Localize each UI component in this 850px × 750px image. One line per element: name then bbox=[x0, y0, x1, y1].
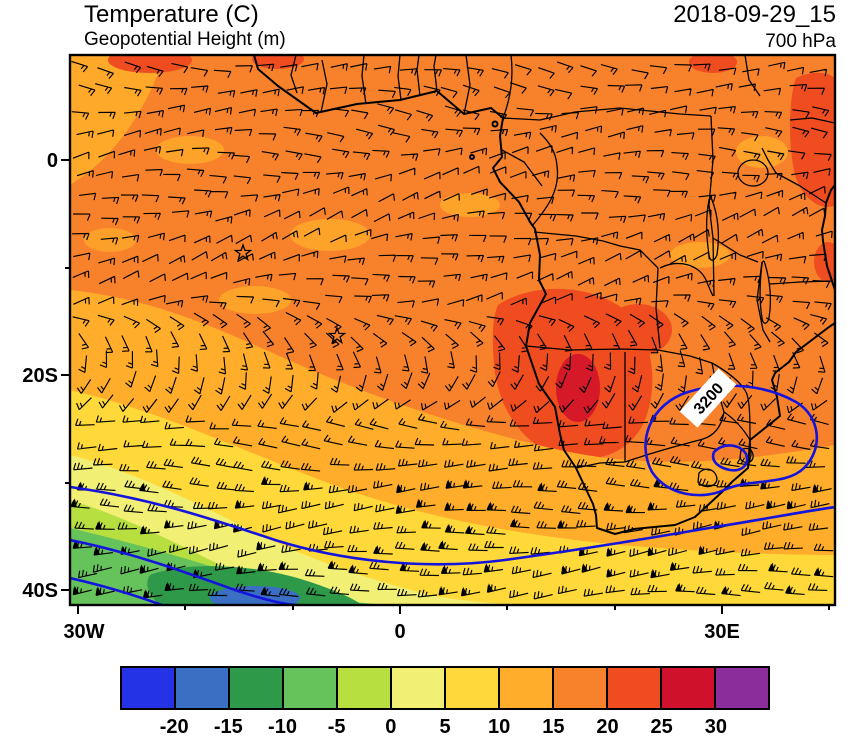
wind-barbs bbox=[70, 60, 834, 600]
colorbar-tick-label: 15 bbox=[542, 716, 565, 738]
map-frame bbox=[68, 53, 837, 607]
colorbar-tick-label: -5 bbox=[327, 716, 346, 738]
colorbar-tick-label: 5 bbox=[439, 716, 451, 738]
colorbar-cell bbox=[500, 668, 554, 708]
axis-ticks bbox=[61, 159, 830, 614]
star-marker bbox=[233, 243, 253, 262]
colorbar-cell bbox=[338, 668, 392, 708]
height-contour-inner bbox=[711, 444, 749, 472]
colorbar-labels: -20 -15 -10 -5 0 5 10 15 20 25 30 bbox=[120, 716, 770, 742]
valid-datetime: 2018-09-29_15 bbox=[673, 1, 836, 28]
colorbar-tick-label: 25 bbox=[650, 716, 673, 738]
lon-label-30e: 30E bbox=[704, 621, 740, 643]
colorbar-cell bbox=[230, 668, 284, 708]
lon-label-30w: 30W bbox=[63, 621, 104, 643]
colorbar-cell bbox=[284, 668, 338, 708]
height-contour-line bbox=[70, 576, 163, 605]
lat-label-0: 0 bbox=[47, 150, 58, 172]
lat-label-40s: 40S bbox=[22, 580, 58, 602]
colorbar-tick-label: -15 bbox=[213, 716, 243, 738]
map-plot: 3200 0 20S 40S 30W bbox=[22, 53, 837, 643]
page-title: Temperature (C) bbox=[84, 1, 259, 28]
colorbar-cell bbox=[716, 668, 768, 708]
colorbar-tick-label: -20 bbox=[159, 716, 189, 738]
height-contour-closed-3200 bbox=[644, 384, 819, 497]
star-marker bbox=[327, 326, 347, 345]
colorbar-tick-label: 30 bbox=[704, 716, 727, 738]
colorbar-cell bbox=[392, 668, 446, 708]
pressure-level: 700 hPa bbox=[765, 31, 836, 52]
page-subtitle: Geopotential Height (m) bbox=[84, 29, 286, 50]
temperature-shading bbox=[70, 55, 835, 605]
colorbar-cell bbox=[176, 668, 230, 708]
colorbar-cell bbox=[122, 668, 176, 708]
colorbar-cell bbox=[662, 668, 716, 708]
colorbar-tick-label: 10 bbox=[488, 716, 511, 738]
height-contours bbox=[70, 384, 835, 605]
height-contour-line bbox=[70, 538, 299, 605]
colorbar-cell bbox=[554, 668, 608, 708]
colorbar-cell bbox=[446, 668, 500, 708]
colorbar-tick-label: -10 bbox=[268, 716, 297, 738]
colorbar-tick-label: 0 bbox=[385, 716, 397, 738]
lat-label-20s: 20S bbox=[22, 365, 58, 387]
colorbar-tick-label: 20 bbox=[596, 716, 619, 738]
colorbar-cell bbox=[608, 668, 662, 708]
lon-label-0: 0 bbox=[394, 621, 405, 643]
coastline bbox=[253, 55, 835, 535]
height-contour-line bbox=[70, 485, 835, 566]
colorbar bbox=[120, 666, 770, 710]
